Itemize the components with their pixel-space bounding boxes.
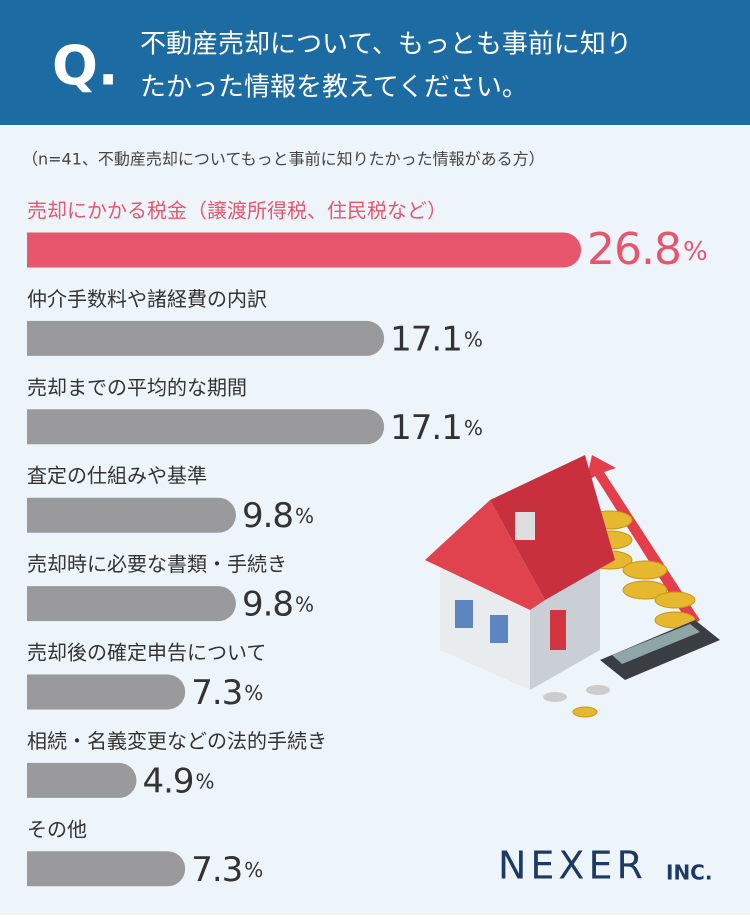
category-label: 売却後の確定申告について: [27, 641, 266, 665]
illustration: [425, 455, 720, 718]
bar: [27, 586, 236, 622]
category-label: 相続・名義変更などの法的手続き: [27, 729, 327, 753]
value-label: 7.3%: [191, 673, 262, 713]
value-label: 4.9%: [142, 761, 213, 801]
value-label: 17.1%: [390, 319, 482, 359]
value-label: 9.8%: [242, 584, 313, 624]
category-label: 売却時に必要な書類・手続き: [27, 552, 287, 576]
value-label: 26.8%: [587, 224, 707, 275]
value-label: 7.3%: [191, 849, 262, 889]
subtitle: （n=41、不動産売却についてもっと事前に知りたかった情報がある方）: [22, 150, 545, 169]
bar: [27, 409, 385, 445]
bar: [27, 232, 582, 268]
bar: [27, 851, 186, 887]
bar: [27, 320, 385, 356]
value-label: 17.1%: [390, 407, 482, 447]
logo-suffix: INC.: [666, 861, 712, 885]
value-label: 9.8%: [242, 496, 313, 536]
title-line: たかった情報を教えてください。: [140, 73, 528, 103]
category-label: その他: [27, 817, 87, 841]
bar: [27, 762, 137, 798]
logo: NEXER: [498, 844, 647, 888]
bar: [27, 674, 186, 710]
q-mark: Q.: [52, 35, 118, 98]
category-label: 売却までの平均的な期間: [27, 375, 247, 399]
title-line: 不動産売却について、もっとも事前に知り: [140, 30, 632, 60]
category-label: 売却にかかる税金（譲渡所得税、住民税など）: [27, 199, 447, 223]
header: [0, 0, 750, 125]
bar: [27, 497, 236, 533]
category-label: 仲介手数料や諸経費の内訳: [27, 287, 267, 311]
category-label: 査定の仕組みや基準: [27, 464, 207, 488]
